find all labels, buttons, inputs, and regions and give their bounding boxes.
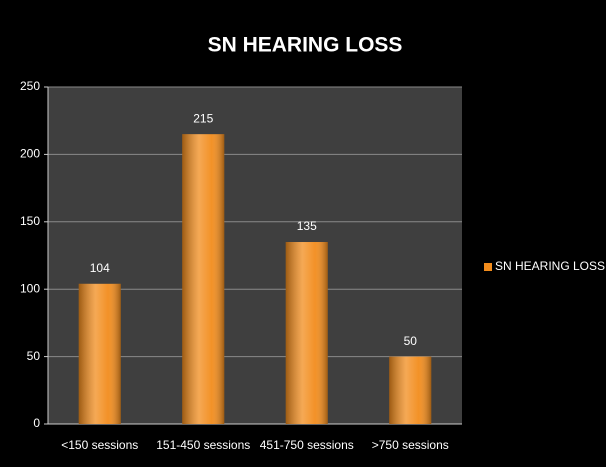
data-label: 135 <box>297 219 317 233</box>
bar-shade <box>285 242 328 424</box>
x-tick-label: 451-750 sessions <box>260 438 354 452</box>
legend-swatch <box>484 263 492 271</box>
data-label: 50 <box>404 334 418 348</box>
y-tick-label: 250 <box>20 79 40 93</box>
x-tick-label: <150 sessions <box>61 438 138 452</box>
x-tick-label: 151-450 sessions <box>156 438 250 452</box>
legend-label: SN HEARING LOSS <box>495 259 605 273</box>
data-label: 104 <box>90 261 110 275</box>
y-tick-label: 150 <box>20 214 40 228</box>
data-label: 215 <box>193 111 213 125</box>
chart-title: SN HEARING LOSS <box>208 34 403 57</box>
bar-shade <box>389 356 432 424</box>
x-tick-label: >750 sessions <box>372 438 449 452</box>
y-tick-label: 200 <box>20 147 40 161</box>
y-tick-label: 50 <box>27 349 41 363</box>
bar-shade <box>182 134 225 424</box>
bar-shade <box>78 283 121 424</box>
y-tick-label: 100 <box>20 281 40 295</box>
y-tick-label: 0 <box>33 416 40 430</box>
